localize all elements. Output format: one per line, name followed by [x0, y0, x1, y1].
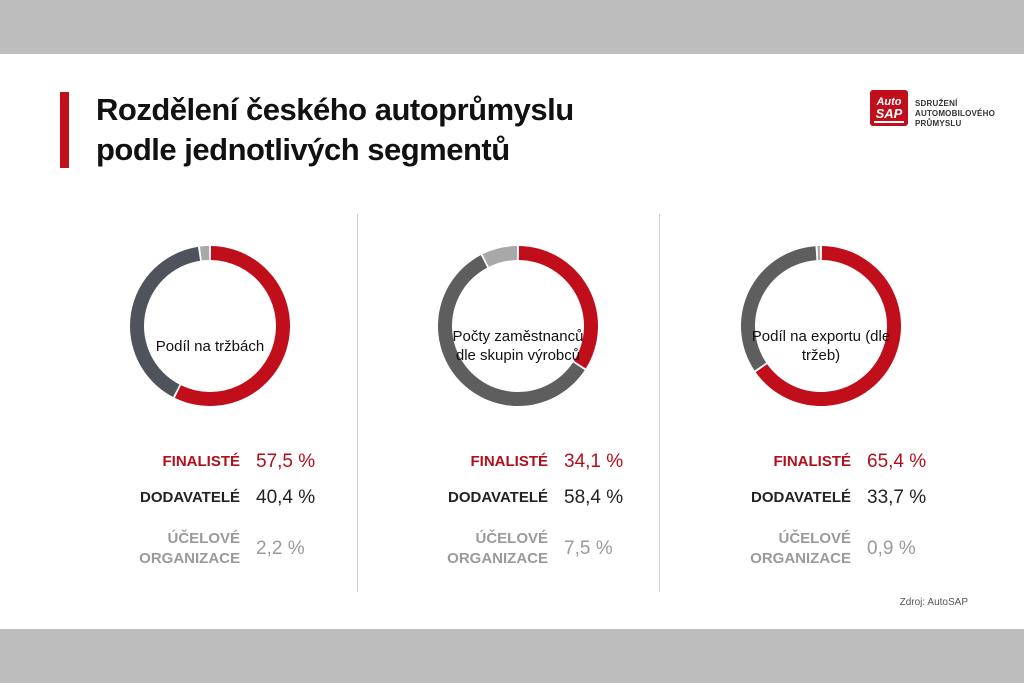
legend-label-suppliers: DODAVATELÉ [448, 489, 548, 506]
value-organizations: 0,9 % [867, 538, 916, 559]
logo-mark-text-2: SAP [876, 106, 903, 121]
donut-chart-employees [438, 246, 598, 406]
legend-label-organizations: ÚČELOVÉ ORGANIZACE [750, 530, 851, 567]
title-accent-bar [60, 92, 69, 168]
logo-text-line-1: SDRUŽENÍ [915, 99, 958, 108]
value-finalists: 65,4 % [867, 451, 927, 472]
legend-row-suppliers: DODAVATELÉ 58,4 % [404, 488, 704, 528]
legend-row-finalists: FINALISTÉ 34,1 % [404, 452, 704, 492]
donut-segment-finalists [174, 246, 290, 406]
donut-center-label: Počty zaměstnanců dle skupin výrobců [452, 328, 584, 364]
legend-row-suppliers: DODAVATELÉ 40,4 % [96, 488, 396, 528]
donut-segment-suppliers [741, 246, 817, 371]
chart-panel-employees: Počty zaměstnanců dle skupin výrobců FIN… [404, 234, 704, 594]
autosap-logo-text: SDRUŽENÍ AUTOMOBILOVÉHO PRŮMYSLU [915, 99, 1005, 129]
value-suppliers: 58,4 % [564, 487, 624, 508]
legend-row-organizations: ÚČELOVÉ ORGANIZACE 2,2 % [96, 529, 396, 569]
donut-center-label: Podíl na tržbách [155, 337, 265, 355]
legend-row-finalists: FINALISTÉ 65,4 % [707, 452, 1007, 492]
autosap-logo: Auto SAP SDRUŽENÍ AUTOMOBILOVÉHO PRŮMYSL… [870, 90, 1000, 132]
value-organizations: 2,2 % [256, 538, 305, 559]
value-finalists: 57,5 % [256, 451, 316, 472]
chart-panel-export: Podíl na exportu (dle tržeb) FINALISTÉ 6… [707, 234, 1007, 594]
value-suppliers: 40,4 % [256, 487, 316, 508]
slide: Rozdělení českého autoprůmyslu podle jed… [0, 54, 1024, 629]
value-organizations: 7,5 % [564, 538, 613, 559]
autosap-logo-mark: Auto SAP [870, 90, 908, 126]
donut-chart-export [741, 246, 901, 406]
donut-segment-organizations [482, 246, 518, 267]
legend-label-finalists: FINALISTÉ [773, 453, 852, 470]
legend-label-finalists: FINALISTÉ [470, 453, 549, 470]
donut-segment-organizations [817, 246, 821, 261]
donut-chart-revenue [130, 246, 290, 406]
legend-row-organizations: ÚČELOVÉ ORGANIZACE 7,5 % [404, 529, 704, 569]
page-title: Rozdělení českého autoprůmyslu podle jed… [96, 90, 574, 170]
value-finalists: 34,1 % [564, 451, 624, 472]
donut-segment-finalists [518, 246, 598, 369]
donut-segment-suppliers [130, 246, 201, 397]
logo-mark-text-1: Auto [875, 96, 901, 108]
logo-text-line-3: PRŮMYSLU [915, 119, 962, 128]
legend-row-organizations: ÚČELOVÉ ORGANIZACE 0,9 % [707, 529, 1007, 569]
legend-label-suppliers: DODAVATELÉ [140, 489, 240, 506]
value-suppliers: 33,7 % [867, 487, 927, 508]
donut-segment-organizations [199, 246, 210, 261]
page-title-line-2: podle jednotlivých segmentů [96, 132, 510, 167]
page-title-line-1: Rozdělení českého autoprůmyslu [96, 92, 574, 127]
legend-label-organizations: ÚČELOVÉ ORGANIZACE [139, 530, 240, 567]
column-divider-1 [357, 214, 358, 592]
logo-text-line-2: AUTOMOBILOVÉHO [915, 109, 995, 118]
chart-panel-revenue: Podíl na tržbách FINALISTÉ 57,5 % DODAVA… [96, 234, 396, 594]
legend-label-organizations: ÚČELOVÉ ORGANIZACE [447, 530, 548, 567]
donut-center-label: Podíl na exportu (dle tržeb) [751, 328, 891, 364]
column-divider-2 [659, 214, 660, 592]
source-note: Zdroj: AutoSAP [899, 597, 968, 608]
legend-row-finalists: FINALISTÉ 57,5 % [96, 452, 396, 492]
legend-label-suppliers: DODAVATELÉ [751, 489, 851, 506]
legend-label-finalists: FINALISTÉ [162, 453, 241, 470]
legend-row-suppliers: DODAVATELÉ 33,7 % [707, 488, 1007, 528]
